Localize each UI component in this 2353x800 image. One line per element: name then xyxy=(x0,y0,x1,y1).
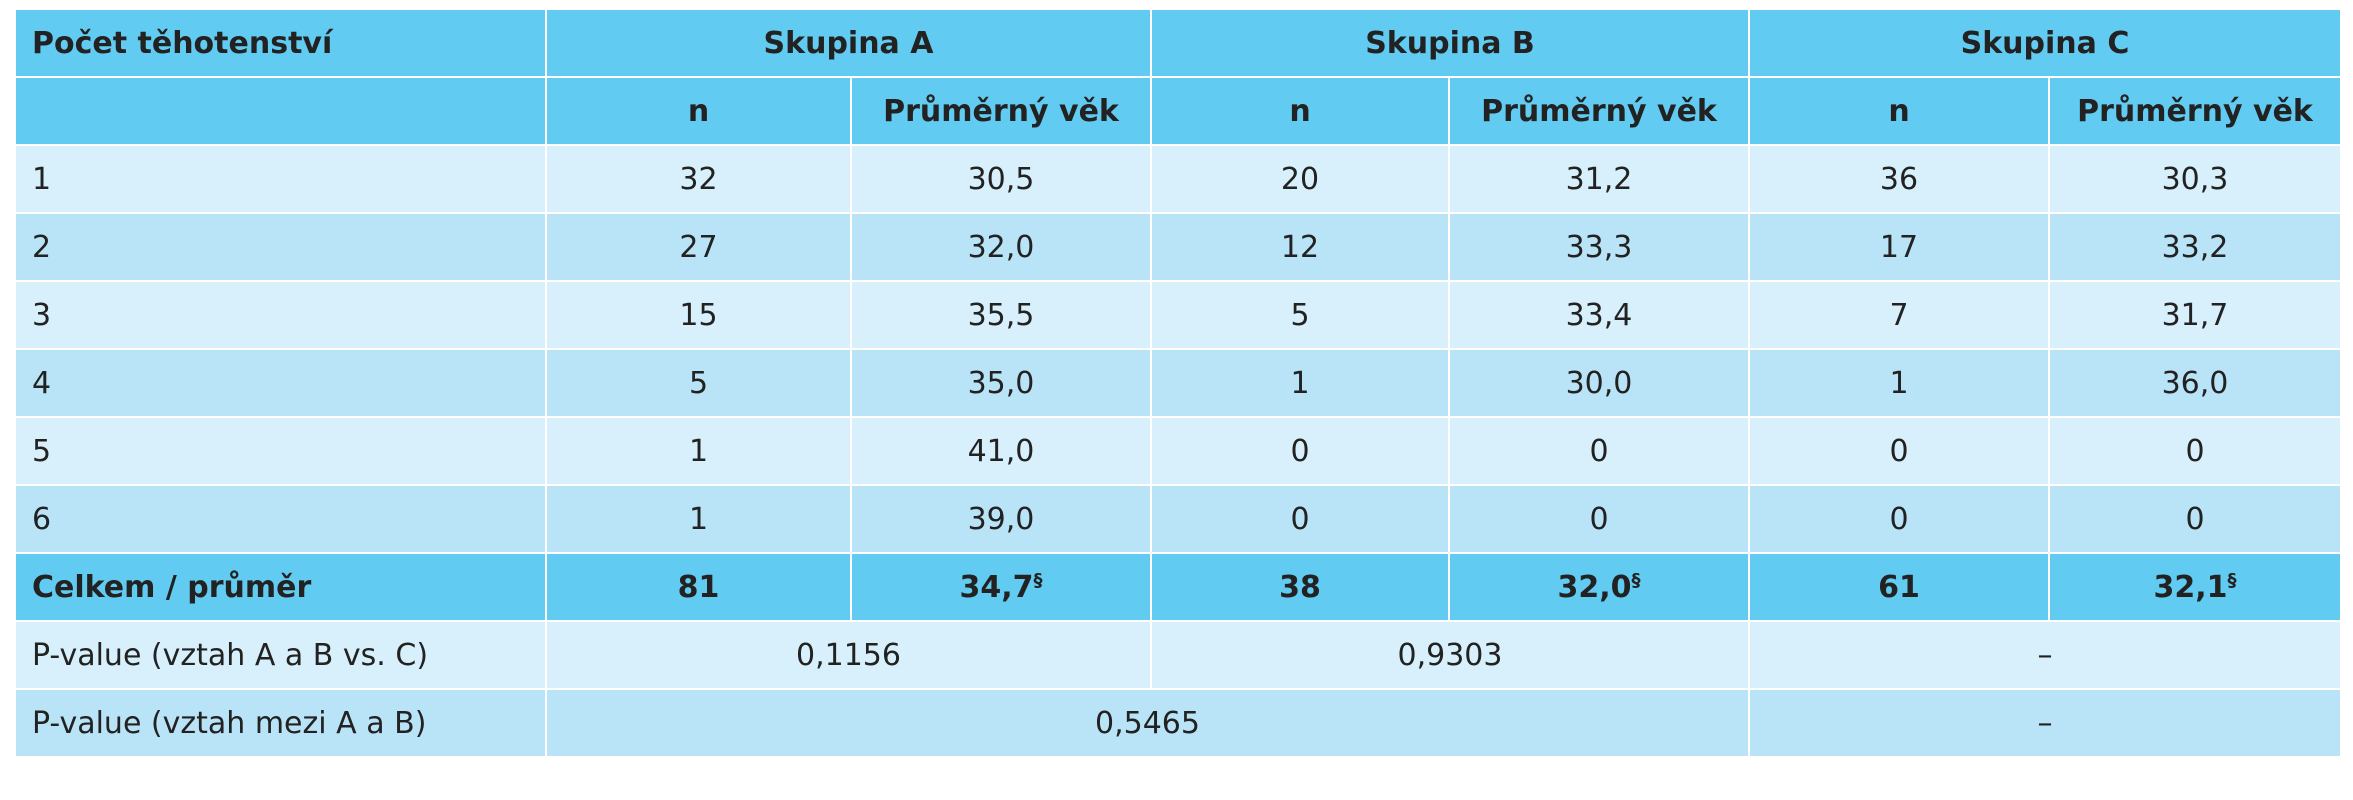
table-cell: 32 xyxy=(545,144,852,214)
table-body: Počet těhotenství Skupina A Skupina B Skupi… xyxy=(14,8,2342,758)
subcolumn-header: Průměrný věk xyxy=(1448,76,1750,146)
table-row: 1 32 30,5 20 31,2 36 30,3 xyxy=(14,144,2342,214)
table-cell: 33,2 xyxy=(2048,212,2342,282)
row-label: 1 xyxy=(14,144,547,214)
footnote-mark: § xyxy=(1631,569,1641,591)
total-value: 81 xyxy=(677,569,720,605)
table-row: Počet těhotenství Skupina A Skupina B Skupi… xyxy=(14,8,2342,78)
total-value: 38 xyxy=(1279,569,1321,605)
table-row: Celkem / průměr 81 34,7§ 38 32,0§ 61 32,1§ xyxy=(14,552,2342,622)
table-cell: 17 xyxy=(1748,212,2050,282)
row-label: 5 xyxy=(14,416,547,486)
total-cell: 81 xyxy=(545,552,852,622)
table-cell: 1 xyxy=(1748,348,2050,418)
table-cell: 33,3 xyxy=(1448,212,1750,282)
table-cell: 5 xyxy=(1150,280,1450,350)
total-cell: 32,1§ xyxy=(2048,552,2342,622)
table-row: P-value (vztah A a B vs. C) 0,1156 0,9303– xyxy=(14,620,2342,690)
table-cell: 0 xyxy=(2048,416,2342,486)
row-label: 4 xyxy=(14,348,547,418)
subcolumn-header: n xyxy=(545,76,852,146)
table-cell: 0 xyxy=(1448,416,1750,486)
subcolumn-header: Průměrný věk xyxy=(2048,76,2342,146)
table-row: 2 27 32,0 12 33,3 17 33,2 xyxy=(14,212,2342,282)
table-cell: 1 xyxy=(545,484,852,554)
table-cell: 0 xyxy=(2048,484,2342,554)
table-cell: 30,3 xyxy=(2048,144,2342,214)
footnote-mark: § xyxy=(2227,569,2237,591)
table-cell: 30,5 xyxy=(850,144,1152,214)
p-value-cell: 0,1156 xyxy=(545,620,1152,690)
subcolumn-header: n xyxy=(1150,76,1450,146)
row-label: 2 xyxy=(14,212,547,282)
table-cell: 31,7 xyxy=(2048,280,2342,350)
table-cell: 30,0 xyxy=(1448,348,1750,418)
table-cell: 36 xyxy=(1748,144,2050,214)
table-row: 5 1 41,0 0 0 0 0 xyxy=(14,416,2342,486)
table-cell: 1 xyxy=(1150,348,1450,418)
group-header: Skupina C xyxy=(1748,8,2342,78)
table-cell: 32,0 xyxy=(850,212,1152,282)
table-cell: 5 xyxy=(545,348,852,418)
total-cell: 61 xyxy=(1748,552,2050,622)
table-cell: 36,0 xyxy=(2048,348,2342,418)
total-cell: 38 xyxy=(1150,552,1450,622)
total-value: 61 xyxy=(1878,569,1920,605)
table-cell: 0 xyxy=(1150,416,1450,486)
table-row: P-value (vztah mezi A a B) 0,5465– xyxy=(14,688,2342,758)
table-row: 3 15 35,5 5 33,4 7 31,7 xyxy=(14,280,2342,350)
row-label: 3 xyxy=(14,280,547,350)
table-cell: 0 xyxy=(1748,484,2050,554)
table-cell: 0 xyxy=(1448,484,1750,554)
table-cell: 0 xyxy=(1748,416,2050,486)
p-value-cell: 0,5465 xyxy=(545,688,1750,758)
table-cell: 41,0 xyxy=(850,416,1152,486)
table-row: 6 1 39,0 0 0 0 0 xyxy=(14,484,2342,554)
table-cell: 35,5 xyxy=(850,280,1152,350)
footnote-mark: § xyxy=(1033,569,1043,591)
subcolumn-header: Průměrný věk xyxy=(850,76,1152,146)
table-cell: 20 xyxy=(1150,144,1450,214)
table-cell: 35,0 xyxy=(850,348,1152,418)
row-label: 6 xyxy=(14,484,547,554)
row-label: P-value (vztah mezi A a B) xyxy=(14,688,547,758)
group-header: Skupina B xyxy=(1150,8,1750,78)
total-value: 32,1 xyxy=(2153,569,2228,605)
table-cell: 39,0 xyxy=(850,484,1152,554)
row-label: P-value (vztah A a B vs. C) xyxy=(14,620,547,690)
total-cell: 34,7§ xyxy=(850,552,1152,622)
row-label: Celkem / průměr xyxy=(14,552,547,622)
header-cell: Počet těhotenství xyxy=(14,8,547,78)
group-header: Skupina A xyxy=(545,8,1152,78)
table-cell: 1 xyxy=(545,416,852,486)
table-row: 4 5 35,0 1 30,0 1 36,0 xyxy=(14,348,2342,418)
total-value: 32,0 xyxy=(1557,569,1632,605)
total-cell: 32,0§ xyxy=(1448,552,1750,622)
header-cell xyxy=(14,76,547,146)
table-cell: 31,2 xyxy=(1448,144,1750,214)
table-cell: 0 xyxy=(1150,484,1450,554)
table-cell: 7 xyxy=(1748,280,2050,350)
data-table: Počet těhotenství Skupina A Skupina B Skupi… xyxy=(14,8,2342,758)
table-cell: 15 xyxy=(545,280,852,350)
table-row: n Průměrný věk n Průměrný věk n Průměrný věk xyxy=(14,76,2342,146)
p-value-cell: 0,9303 xyxy=(1150,620,1750,690)
table-cell: 27 xyxy=(545,212,852,282)
p-value-cell: – xyxy=(1748,620,2342,690)
table-cell: 33,4 xyxy=(1448,280,1750,350)
table-cell: 12 xyxy=(1150,212,1450,282)
subcolumn-header: n xyxy=(1748,76,2050,146)
total-value: 34,7 xyxy=(959,569,1034,605)
p-value-cell: – xyxy=(1748,688,2342,758)
